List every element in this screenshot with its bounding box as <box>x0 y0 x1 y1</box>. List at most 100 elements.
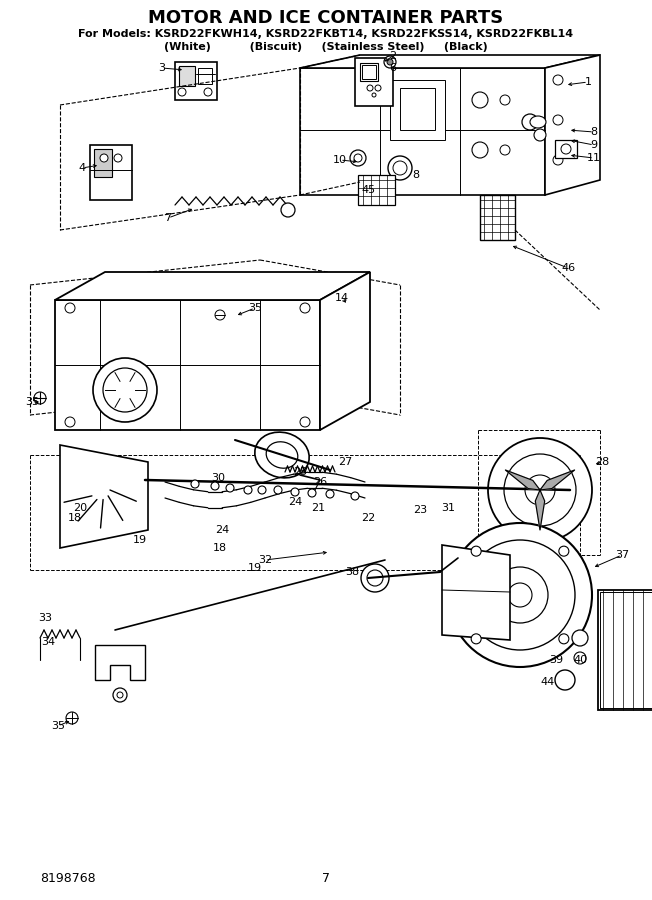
Text: (White)          (Biscuit)     (Stainless Steel)     (Black): (White) (Biscuit) (Stainless Steel) (Bla… <box>164 42 488 52</box>
Circle shape <box>553 115 563 125</box>
Text: 46: 46 <box>561 263 575 273</box>
Ellipse shape <box>530 116 546 128</box>
Polygon shape <box>358 175 395 205</box>
Text: 1: 1 <box>584 77 591 87</box>
Text: 33: 33 <box>38 613 52 623</box>
Circle shape <box>308 489 316 497</box>
Text: 19: 19 <box>248 563 262 573</box>
Circle shape <box>274 486 282 494</box>
Text: 25: 25 <box>293 467 307 477</box>
Bar <box>179 66 195 86</box>
Text: 2: 2 <box>389 51 396 61</box>
Circle shape <box>372 93 376 97</box>
Bar <box>600 592 652 708</box>
Circle shape <box>465 540 575 650</box>
Circle shape <box>534 129 546 141</box>
Circle shape <box>553 75 563 85</box>
Circle shape <box>361 564 389 592</box>
Text: 18: 18 <box>68 513 82 523</box>
Text: 8: 8 <box>591 127 598 137</box>
Polygon shape <box>442 545 510 640</box>
Polygon shape <box>320 272 370 430</box>
Text: 35: 35 <box>51 721 65 731</box>
Circle shape <box>492 567 548 623</box>
Polygon shape <box>55 300 320 430</box>
Text: 31: 31 <box>441 503 455 513</box>
Text: 21: 21 <box>311 503 325 513</box>
Bar <box>390 80 445 140</box>
Circle shape <box>204 88 212 96</box>
Circle shape <box>258 486 266 494</box>
Text: 35: 35 <box>25 397 39 407</box>
Text: 6: 6 <box>389 63 396 73</box>
Text: 22: 22 <box>361 513 375 523</box>
Polygon shape <box>545 55 600 195</box>
Circle shape <box>471 634 481 643</box>
Circle shape <box>574 652 586 664</box>
Circle shape <box>34 392 46 404</box>
Polygon shape <box>505 470 540 490</box>
Text: 28: 28 <box>595 457 609 467</box>
Circle shape <box>191 480 199 488</box>
Text: 34: 34 <box>41 637 55 647</box>
Text: 24: 24 <box>215 525 229 535</box>
Circle shape <box>114 154 122 162</box>
Text: 30: 30 <box>211 473 225 483</box>
Text: 8: 8 <box>413 170 420 180</box>
Text: 7: 7 <box>164 213 171 223</box>
Text: 45: 45 <box>361 185 375 195</box>
Polygon shape <box>300 55 600 68</box>
Polygon shape <box>535 490 544 530</box>
Polygon shape <box>300 68 545 195</box>
Circle shape <box>387 59 393 65</box>
Bar <box>94 149 112 177</box>
Circle shape <box>300 417 310 427</box>
Text: 18: 18 <box>213 543 227 553</box>
Bar <box>360 63 378 81</box>
Circle shape <box>367 85 373 91</box>
Circle shape <box>211 482 219 490</box>
Text: 27: 27 <box>338 457 352 467</box>
Circle shape <box>388 156 412 180</box>
Circle shape <box>471 546 481 556</box>
Circle shape <box>350 150 366 166</box>
Circle shape <box>393 161 407 175</box>
Circle shape <box>559 634 569 643</box>
Polygon shape <box>95 645 145 680</box>
Text: 3: 3 <box>158 63 166 73</box>
Circle shape <box>559 546 569 556</box>
Text: 44: 44 <box>541 677 555 687</box>
Bar <box>90 145 132 200</box>
Bar <box>362 65 376 79</box>
Circle shape <box>525 475 555 505</box>
Circle shape <box>215 310 225 320</box>
Text: 38: 38 <box>345 567 359 577</box>
Circle shape <box>472 142 488 158</box>
Circle shape <box>500 145 510 155</box>
Circle shape <box>93 358 157 422</box>
Bar <box>355 58 393 106</box>
Circle shape <box>326 490 334 498</box>
Circle shape <box>65 417 75 427</box>
Bar <box>555 140 577 158</box>
Circle shape <box>291 488 299 496</box>
Circle shape <box>300 303 310 313</box>
Circle shape <box>65 303 75 313</box>
Bar <box>198 68 212 84</box>
Circle shape <box>375 85 381 91</box>
Text: 32: 32 <box>258 555 272 565</box>
Text: 10: 10 <box>333 155 347 165</box>
Text: 37: 37 <box>615 550 629 560</box>
Circle shape <box>226 484 234 492</box>
Circle shape <box>281 203 295 217</box>
Text: 19: 19 <box>133 535 147 545</box>
Text: 7: 7 <box>322 871 330 885</box>
Text: 26: 26 <box>313 477 327 487</box>
Text: 35: 35 <box>248 303 262 313</box>
Circle shape <box>351 492 359 500</box>
Text: 24: 24 <box>288 497 302 507</box>
Text: 39: 39 <box>549 655 563 665</box>
Text: 4: 4 <box>78 163 85 173</box>
Polygon shape <box>60 445 148 548</box>
Circle shape <box>113 688 127 702</box>
